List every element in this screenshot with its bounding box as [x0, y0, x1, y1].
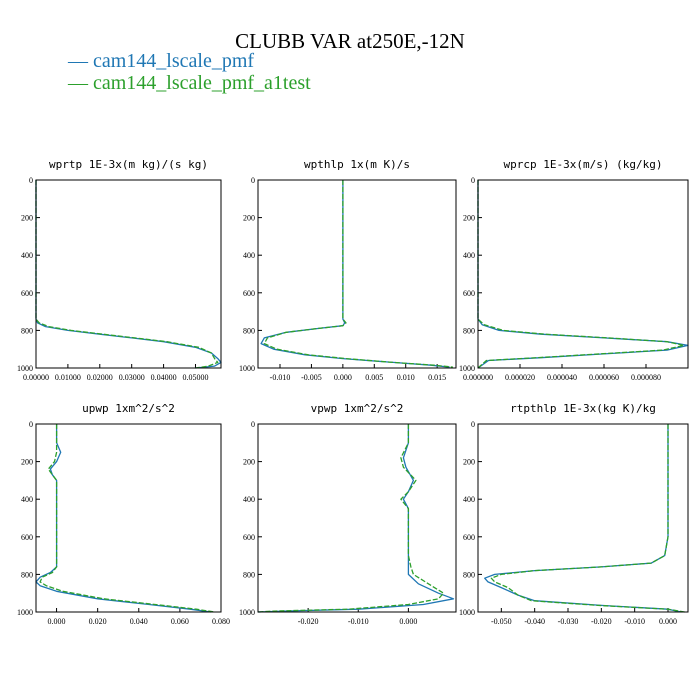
- x-tick-label: 0.000: [659, 617, 677, 626]
- panel-title: wprcp 1E-3x(m/s) (kg/kg): [504, 158, 663, 171]
- y-tick-label: 200: [463, 458, 475, 467]
- y-tick-label: 600: [463, 533, 475, 542]
- x-tick-label: 0.015: [428, 373, 446, 382]
- plot-frame: [257, 423, 457, 613]
- panel-5: vpwp 1xm^2/s^2 0 200 400 600 800 1000 -0.020 -0.…: [239, 402, 457, 626]
- panel-title: wprtp 1E-3x(m kg)/(s kg): [49, 158, 208, 171]
- y-tick-label: 200: [243, 214, 255, 223]
- x-tick-label: 0.05000: [182, 373, 208, 382]
- y-tick-label: 400: [21, 495, 33, 504]
- y-tick-label: 400: [243, 251, 255, 260]
- y-tick-label: 600: [243, 289, 255, 298]
- x-tick-label: 0.020: [89, 617, 107, 626]
- y-tick-label: 800: [21, 570, 33, 579]
- y-tick-label: 800: [463, 326, 475, 335]
- y-tick-label: 400: [463, 251, 475, 260]
- series-line-2: [257, 424, 445, 613]
- panel-6: rtpthlp 1E-3x(kg K)/kg 0 200 400 600 800 1000 -…: [459, 402, 689, 626]
- x-tick-label: 0.02000: [87, 373, 113, 382]
- x-tick-label: 0.040: [130, 617, 148, 626]
- y-tick-label: 800: [243, 326, 255, 335]
- x-tick-label: 0.080: [212, 617, 230, 626]
- x-tick-label: 0.04000: [151, 373, 177, 382]
- y-tick-label: 0: [29, 176, 33, 185]
- x-tick-label: 0.010: [397, 373, 415, 382]
- panel-title: upwp 1xm^2/s^2: [82, 402, 175, 415]
- plot-frame: [35, 179, 222, 369]
- figure-title: CLUBB VAR at250E,-12N: [235, 29, 465, 53]
- x-tick-label: 0.000040: [547, 373, 577, 382]
- y-tick-label: 800: [463, 570, 475, 579]
- panel-title: vpwp 1xm^2/s^2: [311, 402, 404, 415]
- panel-title: rtpthlp 1E-3x(kg K)/kg: [510, 402, 656, 415]
- panels-group: wprtp 1E-3x(m kg)/(s kg) 0 200 400 600 800 100…: [17, 158, 689, 626]
- panel-title: wpthlp 1x(m K)/s: [304, 158, 410, 171]
- y-tick-label: 600: [21, 533, 33, 542]
- y-tick-label: 1000: [17, 608, 33, 617]
- x-tick-label: 0.000020: [505, 373, 535, 382]
- y-tick-label: 0: [29, 420, 33, 429]
- x-tick-label: 0.000: [399, 617, 417, 626]
- y-tick-label: 200: [21, 458, 33, 467]
- y-tick-label: 600: [243, 533, 255, 542]
- y-tick-label: 200: [243, 458, 255, 467]
- y-tick-label: 400: [21, 251, 33, 260]
- y-tick-label: 800: [21, 326, 33, 335]
- x-tick-label: 0.000000: [463, 373, 493, 382]
- y-tick-label: 400: [463, 495, 475, 504]
- y-tick-label: 0: [471, 176, 475, 185]
- panel-1: wprtp 1E-3x(m kg)/(s kg) 0 200 400 600 800 100…: [17, 158, 222, 382]
- y-tick-label: 1000: [17, 364, 33, 373]
- x-tick-label: -0.020: [298, 617, 319, 626]
- y-tick-label: 1000: [239, 364, 255, 373]
- plot-frame: [257, 179, 457, 369]
- y-tick-label: 0: [251, 420, 255, 429]
- x-tick-label: 0.000: [334, 373, 352, 382]
- x-tick-label: -0.010: [348, 617, 369, 626]
- x-tick-label: 0.000: [48, 617, 66, 626]
- x-tick-label: 0.005: [365, 373, 383, 382]
- x-tick-label: 0.01000: [55, 373, 81, 382]
- plot-frame: [477, 423, 689, 613]
- plot-frame: [477, 179, 689, 369]
- x-tick-label: -0.020: [591, 617, 612, 626]
- x-tick-label: -0.010: [270, 373, 291, 382]
- x-tick-label: 0.03000: [119, 373, 145, 382]
- y-tick-label: 600: [21, 289, 33, 298]
- x-tick-label: 0.000080: [631, 373, 661, 382]
- legend-entry-1: — cam144_lscale_pmf: [67, 50, 254, 72]
- y-tick-label: 0: [251, 176, 255, 185]
- x-tick-label: 0.000060: [589, 373, 619, 382]
- x-tick-label: -0.030: [558, 617, 579, 626]
- x-tick-label: -0.050: [491, 617, 512, 626]
- y-tick-label: 400: [243, 495, 255, 504]
- y-tick-label: 800: [243, 570, 255, 579]
- plot-frame: [35, 423, 222, 613]
- y-tick-label: 200: [21, 214, 33, 223]
- x-tick-label: 0.060: [171, 617, 189, 626]
- y-tick-label: 1000: [239, 608, 255, 617]
- x-tick-label: -0.040: [524, 617, 545, 626]
- legend-entry-2: — cam144_lscale_pmf_a1test: [67, 72, 311, 94]
- x-tick-label: -0.010: [624, 617, 645, 626]
- x-tick-label: -0.005: [301, 373, 322, 382]
- y-tick-label: 1000: [459, 364, 475, 373]
- panel-2: wpthlp 1x(m K)/s 0 200 400 600 800 1000 -0.010 -…: [239, 158, 457, 382]
- y-tick-label: 600: [463, 289, 475, 298]
- series-line-2: [263, 180, 453, 368]
- panel-3: wprcp 1E-3x(m/s) (kg/kg) 0 200 400 600 800 100…: [459, 158, 689, 382]
- y-tick-label: 200: [463, 214, 475, 223]
- y-tick-label: 1000: [459, 608, 475, 617]
- series-line-2: [490, 424, 685, 613]
- y-tick-label: 0: [471, 420, 475, 429]
- panel-4: upwp 1xm^2/s^2 0 200 400 600 800 1000 0.000 0.02…: [17, 402, 230, 626]
- series-line-2: [39, 424, 215, 613]
- x-tick-label: 0.00000: [23, 373, 49, 382]
- series-line-1: [257, 424, 455, 613]
